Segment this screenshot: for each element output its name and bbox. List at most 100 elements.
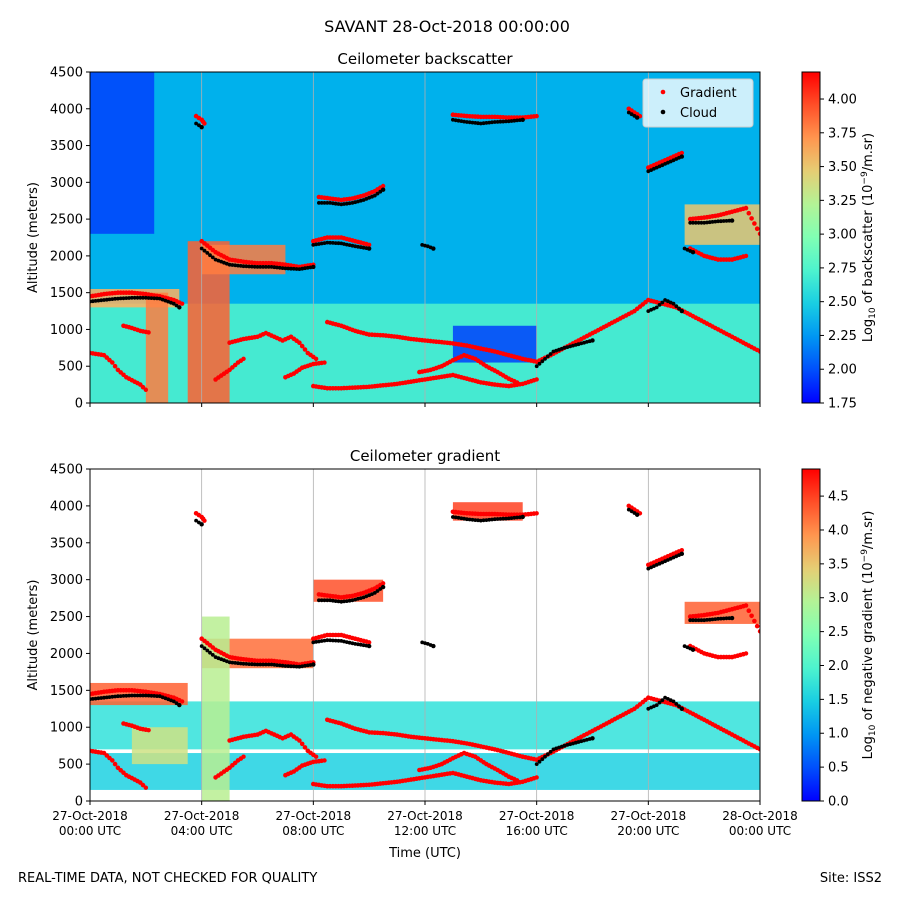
cloud-marker (688, 618, 693, 623)
colorbar-tick-label: 0.0 (828, 795, 849, 810)
cloud-marker (230, 263, 235, 267)
x-tick-label: 27-Oct-2018 00:00 UTC (52, 809, 128, 838)
cloud-marker (132, 295, 137, 300)
cloud-marker (107, 695, 112, 699)
gradient-marker (743, 205, 749, 211)
cloud-marker (247, 264, 252, 269)
cloud-marker (498, 517, 503, 521)
cloud-marker (300, 266, 305, 271)
cloud-marker (177, 305, 182, 310)
cloud-marker (236, 263, 240, 268)
cloud-marker (490, 517, 494, 522)
y-tick-label: 1500 (50, 286, 83, 301)
gradient-marker (143, 785, 149, 790)
cloud-marker (141, 693, 145, 698)
cloud-marker (484, 518, 489, 522)
y-tick-label: 4000 (50, 499, 83, 514)
cloud-marker (512, 515, 517, 520)
cloud-marker (456, 515, 461, 520)
colorbar-tick-label: 2.5 (828, 625, 849, 640)
cloud-marker (634, 512, 640, 517)
gradient-marker (322, 758, 327, 763)
cloud-marker (691, 220, 695, 225)
cloud-marker (202, 248, 207, 253)
heatmap-cell-2 (145, 292, 169, 403)
cloud-marker (331, 638, 335, 643)
gradient-marker (749, 216, 754, 221)
cloud-marker (679, 308, 685, 314)
cloud-marker (266, 662, 271, 667)
cloud-marker (534, 364, 539, 369)
colorbar-label-part: /m.sr) (861, 511, 876, 549)
cloud-marker (459, 119, 464, 123)
colorbar-label-part: of negative gradient (10 (861, 562, 876, 724)
cloud-marker (660, 300, 665, 305)
cloud-marker (205, 648, 210, 653)
cloud-marker (451, 515, 455, 519)
legend-label-gradient: Gradient (680, 86, 737, 101)
cloud-marker (149, 693, 154, 698)
colorbar-tick-label: 2.00 (828, 363, 857, 378)
gradient-marker (146, 727, 151, 733)
cloud-marker (297, 267, 302, 271)
cloud-marker (333, 241, 338, 246)
gradient-marker (757, 629, 760, 634)
gradient-marker (534, 377, 539, 382)
cloud-marker (116, 296, 120, 301)
cloud-marker (693, 618, 698, 623)
colorbar-label-sub: 10 (868, 724, 878, 736)
gradient-marker (366, 640, 372, 645)
cloud-marker (540, 757, 545, 762)
y-tick-label: 500 (58, 758, 83, 773)
cloud-marker (130, 693, 134, 698)
cloud-marker (344, 201, 349, 206)
cloud-marker (146, 693, 151, 698)
gradient-marker (380, 183, 386, 189)
gradient-marker (110, 758, 115, 763)
gradient-marker (313, 356, 319, 362)
legend: Gradient Cloud (642, 78, 754, 128)
cloud-marker (688, 220, 693, 225)
cloud-marker (314, 242, 318, 247)
gradient-marker (241, 356, 246, 362)
cloud-marker (634, 115, 640, 120)
cloud-marker (319, 201, 324, 205)
cloud-marker (721, 219, 726, 223)
cloud-marker (322, 598, 327, 603)
x-tick-line-date: 28-Oct-2018 (722, 809, 798, 823)
cloud-marker (199, 522, 204, 527)
colorbar-label-sub: 10 (868, 307, 878, 319)
cloud-marker (138, 693, 143, 698)
cloud-marker (380, 584, 386, 590)
cloud-marker (113, 694, 117, 699)
cloud-marker (336, 202, 341, 206)
gradient-marker (297, 738, 302, 743)
gradient-marker (514, 380, 520, 385)
cloud-marker (679, 706, 685, 711)
colorbar-tick-label: 3.75 (828, 126, 857, 141)
cloud-marker (102, 298, 106, 302)
gradient-marker (202, 518, 207, 523)
y-tick-label: 4500 (50, 463, 83, 478)
colorbar (801, 71, 821, 404)
cloud-marker (626, 507, 631, 512)
x-axis-label: Time (UTC) (388, 846, 461, 861)
cloud-marker (96, 298, 101, 303)
cloud-marker (171, 301, 176, 306)
cloud-marker (501, 516, 506, 521)
cloud-marker (470, 120, 475, 125)
cloud-marker (509, 119, 514, 123)
cloud-marker (102, 695, 106, 700)
cloud-marker (127, 296, 131, 300)
cloud-marker (590, 338, 595, 343)
cloud-marker (275, 265, 279, 270)
cloud-marker (208, 253, 212, 258)
cloud-marker (674, 304, 679, 309)
cloud-marker (264, 265, 268, 269)
cloud-marker (275, 663, 279, 667)
cloud-marker (328, 201, 332, 205)
cloud-marker (199, 246, 204, 251)
cloud-marker (258, 265, 263, 269)
x-tick-label: 27-Oct-2018 16:00 UTC (499, 809, 575, 838)
